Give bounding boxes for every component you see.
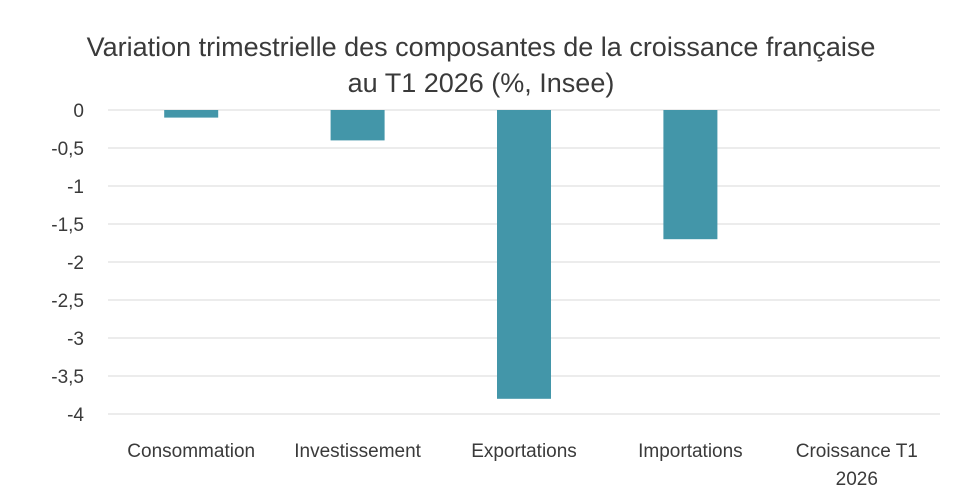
chart-title-line-2: au T1 2026 (%, Insee) bbox=[348, 68, 615, 98]
y-axis-tick-labels: 0 -0,5 -1 -1,5 -2 -2,5 -3 -3,5 -4 bbox=[51, 101, 84, 426]
y-tick-label: -2,5 bbox=[51, 291, 84, 312]
y-tick-label: -1 bbox=[67, 177, 84, 198]
y-tick-label: 0 bbox=[73, 101, 84, 122]
x-tick-label: Exportations bbox=[471, 441, 577, 462]
bar bbox=[497, 110, 551, 399]
y-tick-label: -2 bbox=[67, 253, 84, 274]
y-tick-label: -3 bbox=[67, 329, 84, 350]
chart-title-line-1: Variation trimestrielle des composantes … bbox=[87, 32, 876, 62]
y-tick-label: -1,5 bbox=[51, 215, 84, 236]
bar bbox=[663, 110, 718, 240]
y-tick-label: -4 bbox=[67, 405, 84, 426]
chart-title: Variation trimestrielle des composantes … bbox=[87, 32, 876, 98]
x-tick-label: Consommation bbox=[127, 441, 255, 462]
x-tick-label: 2026 bbox=[836, 469, 878, 490]
x-tick-label: Importations bbox=[638, 441, 743, 462]
x-tick-label: Investissement bbox=[294, 441, 421, 462]
bars bbox=[164, 110, 718, 399]
bar bbox=[164, 110, 219, 118]
y-tick-label: -3,5 bbox=[51, 367, 84, 388]
bar bbox=[330, 110, 385, 141]
y-tick-label: -0,5 bbox=[51, 139, 84, 160]
x-axis-tick-labels: Consommation Investissement Exportations Im… bbox=[127, 441, 918, 490]
x-tick-label: Croissance T1 bbox=[796, 441, 918, 462]
